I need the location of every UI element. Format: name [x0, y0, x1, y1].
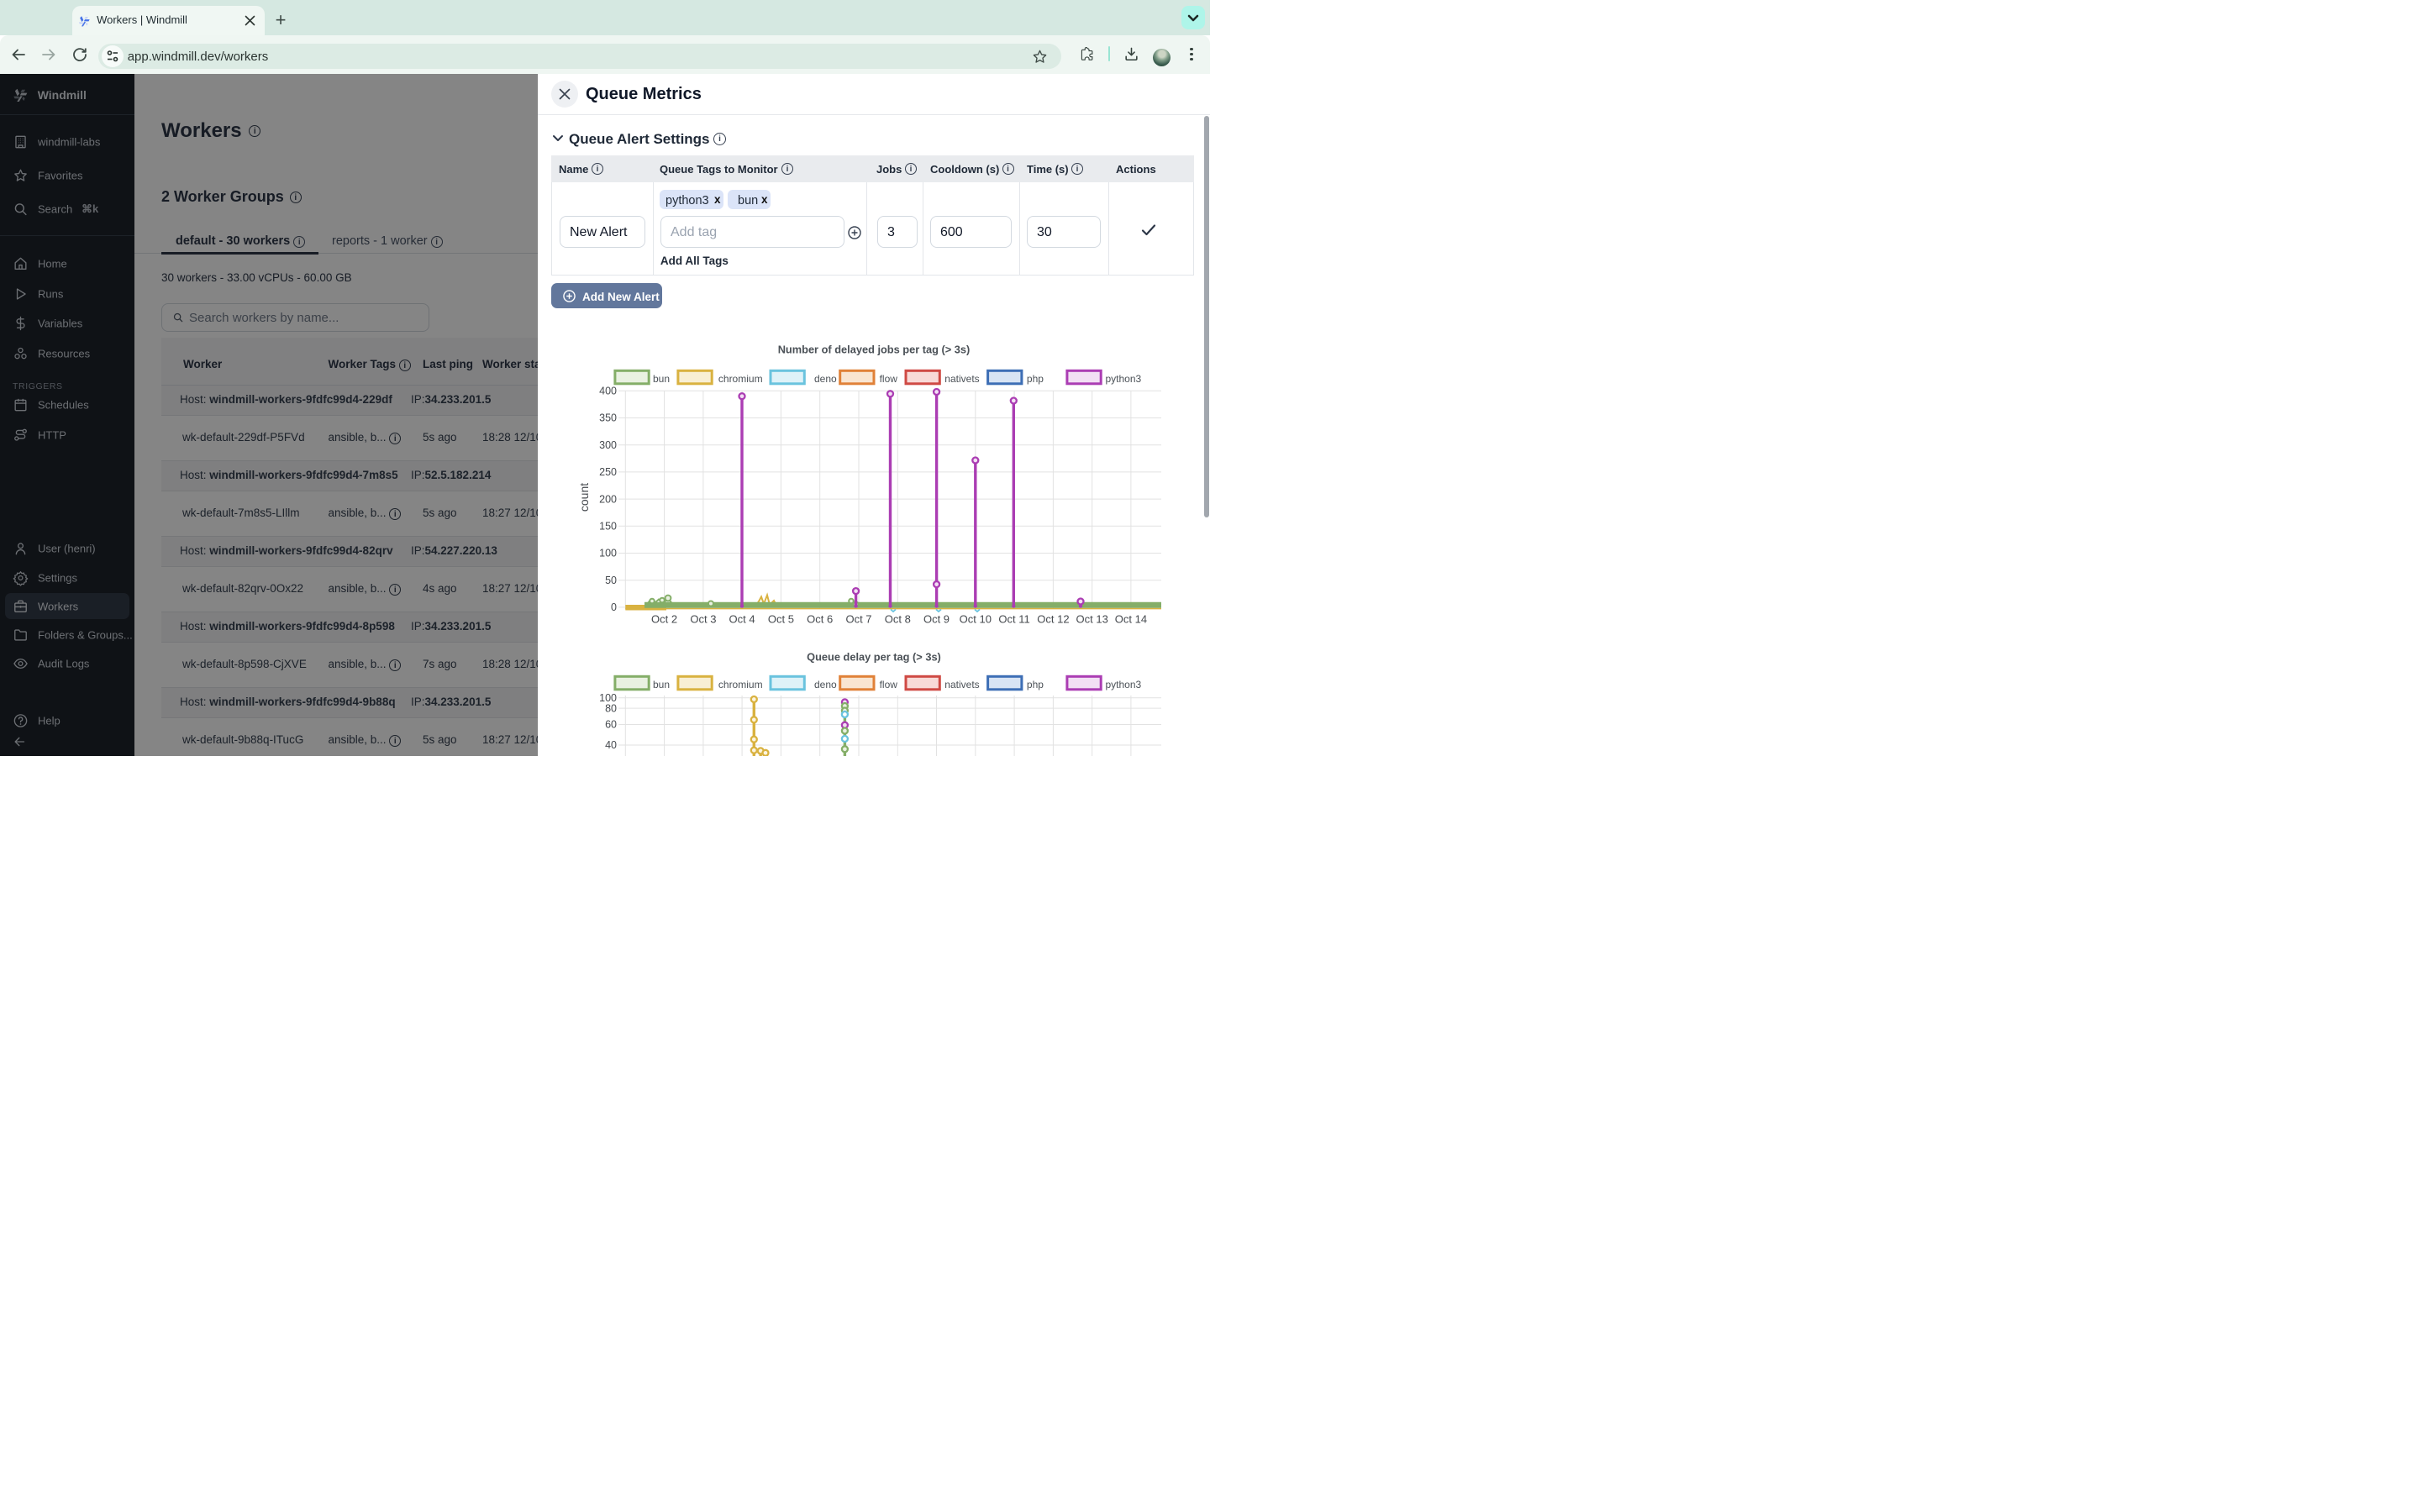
- svg-text:350: 350: [599, 412, 617, 424]
- svg-text:Oct 6: Oct 6: [807, 613, 833, 626]
- svg-text:Oct 13: Oct 13: [1076, 613, 1108, 626]
- svg-text:php: php: [1027, 373, 1044, 385]
- svg-text:Oct 12: Oct 12: [1037, 613, 1069, 626]
- svg-text:nativets: nativets: [944, 373, 979, 385]
- svg-text:bun: bun: [653, 373, 670, 385]
- svg-text:chromium: chromium: [718, 679, 763, 690]
- svg-text:80: 80: [605, 702, 617, 714]
- svg-text:Oct 2: Oct 2: [651, 613, 677, 626]
- svg-text:50: 50: [605, 575, 617, 586]
- svg-text:flow: flow: [880, 679, 898, 690]
- svg-text:100: 100: [599, 548, 617, 559]
- svg-text:Oct 8: Oct 8: [885, 613, 911, 626]
- svg-text:100: 100: [599, 692, 617, 704]
- svg-text:Oct 14: Oct 14: [1115, 613, 1147, 626]
- svg-text:Oct 9: Oct 9: [923, 613, 950, 626]
- svg-text:deno: deno: [814, 679, 837, 690]
- svg-text:deno: deno: [814, 373, 837, 385]
- svg-text:200: 200: [599, 493, 617, 505]
- svg-text:60: 60: [605, 719, 617, 731]
- svg-text:400: 400: [599, 386, 617, 397]
- svg-text:Oct 4: Oct 4: [729, 613, 755, 626]
- svg-text:python3: python3: [1106, 679, 1142, 690]
- svg-text:Oct 3: Oct 3: [690, 613, 716, 626]
- svg-text:Oct 7: Oct 7: [845, 613, 871, 626]
- svg-text:php: php: [1027, 679, 1044, 690]
- svg-text:flow: flow: [880, 373, 898, 385]
- svg-text:Oct 10: Oct 10: [960, 613, 992, 626]
- svg-text:Oct 5: Oct 5: [768, 613, 794, 626]
- svg-text:python3: python3: [1106, 373, 1142, 385]
- svg-text:Oct 11: Oct 11: [998, 613, 1029, 626]
- svg-text:250: 250: [599, 466, 617, 478]
- svg-text:bun: bun: [653, 679, 670, 690]
- svg-text:300: 300: [599, 439, 617, 451]
- svg-text:150: 150: [599, 521, 617, 533]
- svg-text:40: 40: [605, 739, 617, 751]
- svg-text:Queue delay per tag (> 3s): Queue delay per tag (> 3s): [807, 651, 941, 664]
- svg-text:Number of delayed jobs per tag: Number of delayed jobs per tag (> 3s): [778, 344, 971, 356]
- svg-text:chromium: chromium: [718, 373, 763, 385]
- svg-text:nativets: nativets: [944, 679, 979, 690]
- svg-text:0: 0: [611, 601, 617, 613]
- svg-text:count: count: [577, 483, 591, 512]
